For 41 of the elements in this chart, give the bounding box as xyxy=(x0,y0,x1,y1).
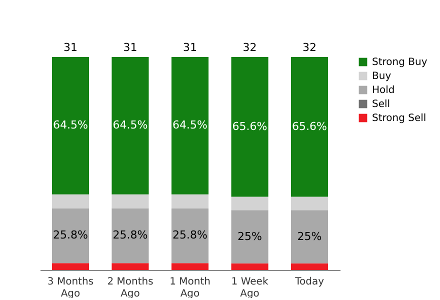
data-label: 65.6% xyxy=(232,120,268,133)
legend-label: Strong Buy xyxy=(372,57,428,68)
bar xyxy=(52,263,90,270)
data-label: 25% xyxy=(297,230,322,243)
legend-label: Buy xyxy=(372,71,392,82)
data-label: 64.5% xyxy=(112,118,148,132)
bar xyxy=(52,208,90,264)
legend-label: Hold xyxy=(372,85,395,96)
data-label: 25.8% xyxy=(53,228,88,242)
bar xyxy=(112,263,149,270)
bar xyxy=(171,263,209,270)
bar xyxy=(112,194,149,208)
bar xyxy=(112,208,149,264)
bar xyxy=(231,57,268,197)
data-label: 25.8% xyxy=(172,228,208,242)
legend-label: Sell xyxy=(372,99,390,110)
bar xyxy=(171,194,209,208)
data-label: 64.5% xyxy=(53,118,88,132)
annotation: 32 xyxy=(242,41,257,54)
bar xyxy=(231,210,268,264)
bar xyxy=(52,194,90,208)
bar xyxy=(231,263,268,270)
annotation: 31 xyxy=(123,41,138,54)
annotation: 32 xyxy=(302,41,317,54)
annotation: 31 xyxy=(183,41,197,54)
bar xyxy=(290,57,328,197)
x-tick-label: Today xyxy=(294,276,324,288)
data-label: 65.6% xyxy=(292,120,327,133)
bar xyxy=(290,263,328,270)
data-label: 25.8% xyxy=(112,228,148,242)
legend-label: Strong Sell xyxy=(372,113,426,124)
annotation: 31 xyxy=(63,41,78,54)
bar xyxy=(231,196,268,210)
bar xyxy=(171,57,209,194)
bar xyxy=(52,57,90,194)
bar xyxy=(290,210,328,264)
bar xyxy=(171,208,209,264)
data-label: 64.5% xyxy=(172,118,208,132)
bar xyxy=(112,57,149,194)
bar xyxy=(290,196,328,210)
data-label: 25% xyxy=(238,230,262,243)
